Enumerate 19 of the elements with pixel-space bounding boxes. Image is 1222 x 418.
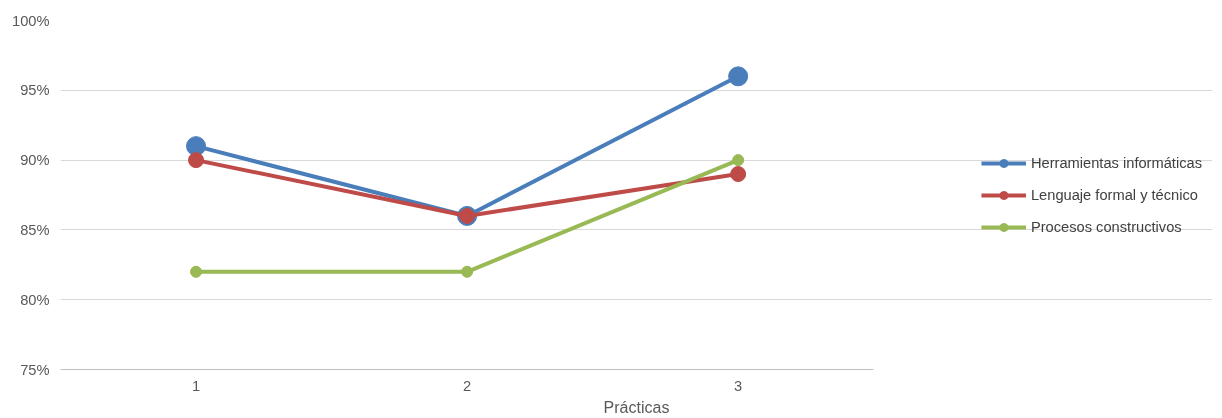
point: [461, 265, 474, 278]
legend-label: Lenguaje formal y técnico: [1030, 186, 1198, 203]
point: [732, 154, 745, 167]
point: [730, 166, 747, 183]
x-axis-title: Prácticas: [603, 398, 670, 416]
legend-label: Herramientas informáticas: [1030, 154, 1202, 171]
y-tick-label: 90%: [20, 152, 50, 169]
y-tick-label: 95%: [20, 82, 50, 99]
point: [728, 66, 749, 87]
y-tick-label: 100%: [12, 12, 50, 29]
x-tick-label: 1: [191, 377, 201, 394]
y-tick-label: 80%: [20, 291, 50, 308]
x-tick-label: 2: [463, 377, 472, 394]
x-tick-label: 3: [734, 377, 743, 394]
point: [188, 152, 205, 169]
y-tick-label: 75%: [20, 361, 50, 378]
legend-label: Procesos constructivos: [1030, 218, 1182, 235]
y-tick-label: 85%: [20, 221, 50, 238]
point: [190, 265, 203, 278]
